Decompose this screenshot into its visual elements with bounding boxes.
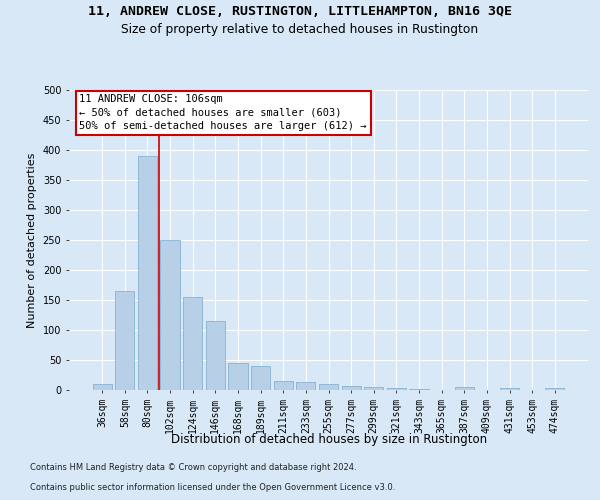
Bar	[229, 363, 248, 390]
Text: 11, ANDREW CLOSE, RUSTINGTON, LITTLEHAMPTON, BN16 3QE: 11, ANDREW CLOSE, RUSTINGTON, LITTLEHAMP…	[88, 5, 512, 18]
Text: Contains public sector information licensed under the Open Government Licence v3: Contains public sector information licen…	[30, 484, 395, 492]
Bar	[409, 389, 428, 390]
Y-axis label: Number of detached properties: Number of detached properties	[27, 152, 37, 328]
Bar	[115, 291, 134, 390]
Bar	[92, 384, 112, 390]
Bar	[364, 387, 383, 390]
Bar	[160, 240, 180, 390]
Bar	[500, 388, 519, 390]
Text: Distribution of detached houses by size in Rustington: Distribution of detached houses by size …	[171, 432, 487, 446]
Text: 11 ANDREW CLOSE: 106sqm
← 50% of detached houses are smaller (603)
50% of semi-d: 11 ANDREW CLOSE: 106sqm ← 50% of detache…	[79, 94, 367, 131]
Bar	[341, 386, 361, 390]
Bar	[319, 384, 338, 390]
Bar	[206, 321, 225, 390]
Bar	[138, 156, 157, 390]
Bar	[251, 366, 270, 390]
Text: Contains HM Land Registry data © Crown copyright and database right 2024.: Contains HM Land Registry data © Crown c…	[30, 464, 356, 472]
Bar	[296, 382, 316, 390]
Bar	[274, 381, 293, 390]
Text: Size of property relative to detached houses in Rustington: Size of property relative to detached ho…	[121, 22, 479, 36]
Bar	[545, 388, 565, 390]
Bar	[387, 388, 406, 390]
Bar	[455, 387, 474, 390]
Bar	[183, 297, 202, 390]
